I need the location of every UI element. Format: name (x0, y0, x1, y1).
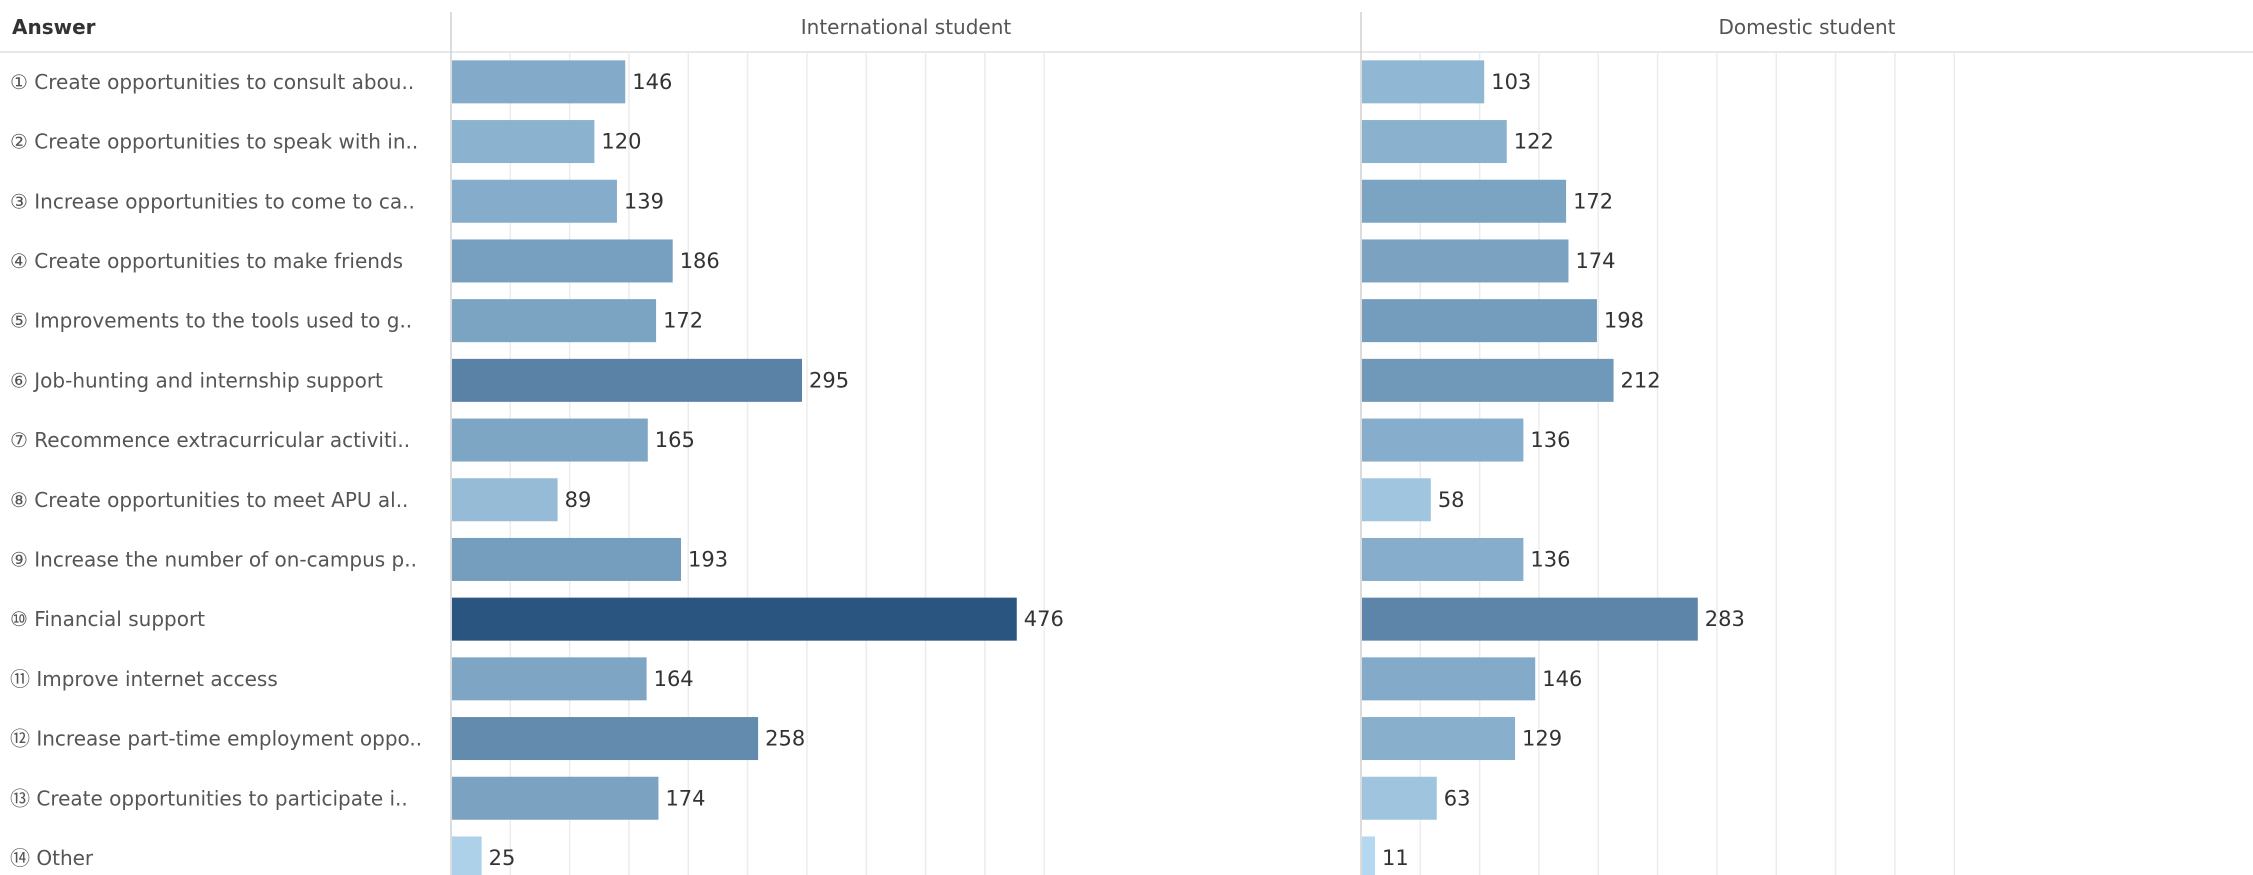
category-label: ③ Increase opportunities to come to ca.. (10, 189, 415, 213)
bar (1362, 299, 1597, 343)
data-label: 103 (1491, 70, 1531, 94)
bar (1362, 717, 1516, 761)
data-label: 174 (1575, 249, 1615, 273)
series-header: Domestic student (1718, 15, 1895, 39)
data-label: 122 (1514, 130, 1554, 154)
bar (1362, 239, 1569, 283)
data-label: 165 (655, 428, 695, 452)
category-label: ② Create opportunities to speak with in.… (10, 130, 418, 154)
data-label: 146 (1542, 667, 1582, 691)
bar (1362, 597, 1698, 641)
data-label: 295 (809, 368, 849, 392)
category-label: ⑦ Recommence extracurricular activiti.. (10, 428, 410, 452)
data-label: 193 (688, 547, 728, 571)
bar (452, 478, 558, 522)
bar (452, 537, 681, 581)
bar (452, 299, 657, 343)
bar (1362, 776, 1437, 820)
bar (1362, 358, 1614, 402)
bar (452, 836, 482, 875)
bar (452, 239, 673, 283)
data-label: 136 (1530, 547, 1570, 571)
data-label: 25 (489, 846, 516, 870)
bar (1362, 537, 1524, 581)
category-label: ⑩ Financial support (10, 607, 205, 631)
category-label: ⑧ Create opportunities to meet APU al.. (10, 488, 408, 512)
data-label: 174 (665, 786, 705, 810)
category-label: ⑬ Create opportunities to participate i.… (10, 786, 408, 810)
category-label: ⑭ Other (10, 846, 94, 870)
bar (452, 60, 626, 104)
data-label: 258 (765, 727, 805, 751)
category-label: ⑤ Improvements to the tools used to g.. (10, 309, 412, 333)
bar (1362, 120, 1507, 164)
data-label: 89 (565, 488, 592, 512)
data-label: 136 (1530, 428, 1570, 452)
category-label: ① Create opportunities to consult abou.. (10, 70, 414, 94)
bar (1362, 478, 1431, 522)
bar (1362, 657, 1536, 701)
bar (452, 120, 595, 164)
data-label: 172 (1573, 189, 1613, 213)
data-label: 139 (624, 189, 664, 213)
category-label: ⑪ Improve internet access (10, 667, 278, 691)
category-label: ⑫ Increase part-time employment oppo.. (10, 727, 422, 751)
bar (1362, 60, 1485, 104)
data-label: 63 (1444, 786, 1471, 810)
category-label: ⑥ Job-hunting and internship support (10, 368, 383, 392)
bar (1362, 836, 1376, 875)
data-label: 146 (632, 70, 672, 94)
bar (1362, 179, 1567, 223)
data-label: 58 (1438, 488, 1465, 512)
bar (1362, 418, 1524, 462)
series-header: International student (801, 15, 1012, 39)
bar (452, 776, 659, 820)
data-label: 129 (1522, 727, 1562, 751)
data-label: 164 (654, 667, 694, 691)
data-label: 198 (1604, 309, 1644, 333)
category-label: ⑨ Increase the number of on-campus p.. (10, 547, 417, 571)
data-label: 11 (1382, 846, 1409, 870)
bar (452, 418, 648, 462)
data-label: 172 (663, 309, 703, 333)
data-label: 120 (601, 130, 641, 154)
bar (452, 717, 759, 761)
data-label: 212 (1621, 368, 1661, 392)
bar (452, 358, 803, 402)
data-label: 283 (1705, 607, 1745, 631)
bar (452, 179, 617, 223)
data-label: 476 (1024, 607, 1064, 631)
data-label: 186 (680, 249, 720, 273)
answer-column-header: Answer (12, 15, 96, 39)
category-label: ④ Create opportunities to make friends (10, 249, 403, 273)
bar (452, 597, 1017, 641)
bar (452, 657, 647, 701)
